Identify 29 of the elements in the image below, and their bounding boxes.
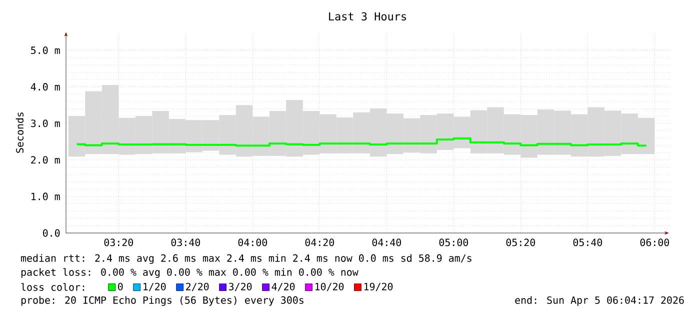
x-tick-label: 03:20 <box>104 238 133 246</box>
x-tick-label: 04:00 <box>238 238 268 246</box>
legend-label: 0 <box>118 282 123 290</box>
text: probe: 20 ICMP Echo Pings (56 Bytes) every 300s <box>21 296 304 306</box>
y-tick-label: 1.0 m <box>32 192 60 200</box>
legend-label: 2/20 <box>186 282 209 292</box>
legend-label: 1/20 <box>144 282 166 292</box>
legend-label: 10/20 <box>315 282 344 292</box>
text: median rtt: 2.4 ms avg 2.6 ms max 2.4 ms min 2.4 ms now 0.0 ms sd 58.9 am/s <box>21 254 472 264</box>
y-tick-label: 0.0 <box>43 229 60 237</box>
text: packet loss: 0.00 % avg 0.00 % max 0.00 % min 0.00 % now <box>21 268 358 278</box>
x-tick-label: 04:20 <box>305 238 334 246</box>
y-axis-title: Seconds <box>16 112 24 153</box>
x-tick-label: 04:40 <box>372 238 402 246</box>
x-tick-label: 03:40 <box>171 238 200 246</box>
text: loss color: <box>21 283 84 291</box>
legend-label: 3/20 <box>228 282 252 292</box>
x-tick-label: 05:00 <box>439 238 468 246</box>
chart-title: Last 3 Hours <box>329 12 406 21</box>
legend-label: 4/20 <box>272 282 295 292</box>
y-tick-label: 4.0 m <box>30 83 60 91</box>
x-tick-label: 05:40 <box>573 238 602 246</box>
y-tick-label: 2.0 m <box>31 156 60 164</box>
y-tick-label: 5.0 m <box>31 46 60 54</box>
text: end: Sun Apr 5 06:04:17 2026 <box>515 296 684 306</box>
legend-label: 19/20 <box>364 282 393 292</box>
y-tick-label: 3.0 m <box>31 120 60 128</box>
x-tick-label: 06:00 <box>640 238 670 246</box>
x-tick-label: 05:20 <box>506 238 536 246</box>
